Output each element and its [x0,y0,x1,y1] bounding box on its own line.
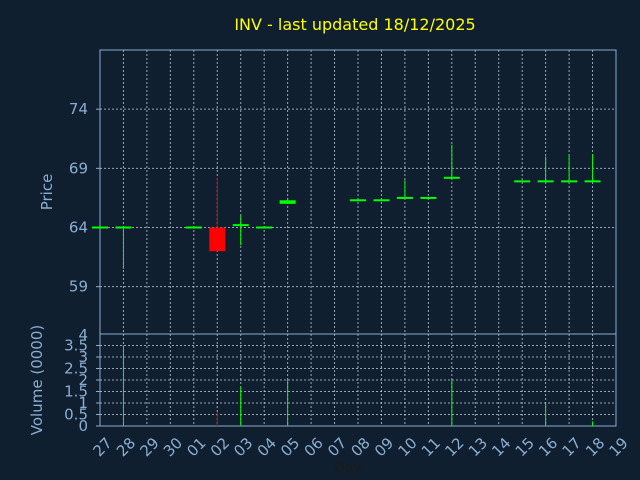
price-grid [99,50,617,334]
volume-tick-label: 4 [78,326,88,344]
x-tick-label: 29 [136,434,162,460]
price-axis-label: Price [38,174,56,211]
candle-body [279,200,296,204]
candles [92,144,601,269]
candle-body [115,226,132,229]
volume-tick-label: 3.5 [64,337,88,355]
candle-body [420,196,437,199]
x-tick-label: 02 [207,434,233,460]
volume-tick-label: 0.5 [64,406,88,424]
x-tick-label: 13 [465,434,491,460]
x-tick-label: 11 [418,434,444,460]
volume-tick-label: 0 [78,417,88,435]
x-tick-label: 15 [512,434,538,460]
volume-tick-label: 2 [78,371,88,389]
x-axis: 2728293001020304050607080910111213141516… [90,434,632,460]
price-tick-label: 69 [69,159,88,177]
x-tick-label: 30 [160,434,186,460]
x-tick-label: 07 [324,434,350,460]
volume-tick-label: 1 [78,394,88,412]
x-tick-label: 08 [348,434,374,460]
x-tick-label: 09 [371,434,397,460]
candle-body [584,180,601,183]
x-tick-label: 03 [230,434,256,460]
x-tick-label: 14 [488,434,514,460]
x-tick-label: 28 [113,434,139,460]
volume-axis-label: Volume (0000) [28,325,46,435]
volume-tick-label: 1.5 [64,383,88,401]
x-tick-label: 12 [441,434,467,460]
x-tick-label: 04 [254,434,280,460]
x-axis-label: Day [334,460,362,476]
chart-title: INV - last updated 18/12/2025 [234,15,475,34]
candle-body [561,180,578,183]
candle-body [92,226,108,229]
volume-tick-label: 2.5 [64,360,88,378]
x-tick-label: 17 [559,434,585,460]
candle-body [537,180,554,183]
volume-tick-label: 3 [78,348,88,366]
x-tick-label: 01 [183,434,209,460]
x-tick-label: 16 [535,434,561,460]
candle-body [185,226,202,229]
price-tick-label: 59 [69,278,88,296]
volume-bars [122,345,594,426]
price-tick-label: 64 [69,219,88,237]
candle-body [256,226,273,229]
x-tick-label: 05 [277,434,303,460]
candle-body [350,199,366,202]
candle-body [373,199,390,202]
x-tick-label: 18 [582,434,608,460]
price-axis: 59 64 69 74 [69,100,100,296]
x-tick-label: 06 [301,434,327,460]
candle-body [209,227,226,252]
candle-body [443,176,460,179]
x-tick-label: 10 [394,434,420,460]
candle-body [514,180,531,183]
candle-body [232,224,249,227]
volume-axis: 4 00.511.522.533.5 [64,326,100,435]
x-tick-label: 27 [90,434,116,460]
price-tick-label: 74 [69,100,88,118]
volume-grid [99,334,617,426]
x-tick-label: 19 [606,434,632,460]
candle-body [396,196,413,199]
